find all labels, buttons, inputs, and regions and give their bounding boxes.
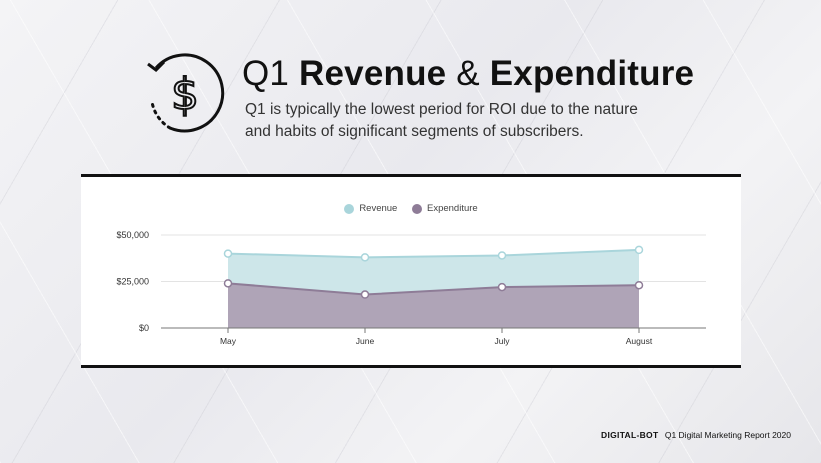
area-chart: $0 $25,000 $50,000 May June July August (116, 230, 706, 346)
legend-label-revenue: Revenue (359, 203, 398, 214)
page-title: Q1 Revenue & Expenditure (242, 54, 694, 94)
point-revenue (360, 253, 370, 262)
dollar-cycle-icon: $ (147, 53, 225, 133)
line-expenditure (227, 282, 640, 296)
point-expenditure (634, 280, 644, 290)
y-tick-label: $50,000 (116, 230, 149, 240)
title-prefix: Q1 (242, 54, 290, 93)
y-tick-label: $25,000 (116, 277, 149, 287)
line-revenue (227, 248, 640, 259)
footer: DIGITAL-BOT Q1 Digital Marketing Report … (601, 430, 791, 440)
page-subtitle: Q1 is typically the lowest period for RO… (245, 101, 638, 140)
legend-swatch-revenue (344, 203, 355, 214)
point-expenditure (360, 290, 370, 299)
area-expenditure (228, 283, 639, 328)
legend-swatch-expenditure (411, 203, 422, 214)
x-tick-label: June (356, 336, 375, 346)
point-revenue (223, 249, 233, 258)
y-tick-label: $0 (139, 323, 149, 333)
legend-item-expenditure[interactable]: Expenditure (411, 203, 478, 214)
point-revenue (634, 245, 644, 255)
footer-report-title: Q1 Digital Marketing Report 2020 (664, 430, 791, 440)
legend-item-revenue[interactable]: Revenue (344, 203, 397, 214)
title-expenditure: Expenditure (489, 54, 695, 93)
x-tick-label: August (626, 336, 653, 346)
point-revenue (497, 251, 507, 260)
title-revenue: Revenue (299, 54, 447, 93)
point-expenditure (497, 282, 507, 292)
chart-card: Revenue Expenditure $0 $25,000 $50,000 May J… (81, 174, 741, 368)
x-tick-label: July (494, 336, 510, 346)
chart-legend: Revenue Expenditure (81, 203, 741, 217)
x-tick-label: May (220, 336, 237, 346)
title-ampersand: & (456, 54, 480, 93)
footer-brand: DIGITAL-BOT (601, 430, 659, 440)
point-expenditure (223, 279, 233, 288)
legend-label-expenditure: Expenditure (426, 203, 478, 214)
svg-text:$: $ (171, 69, 199, 120)
